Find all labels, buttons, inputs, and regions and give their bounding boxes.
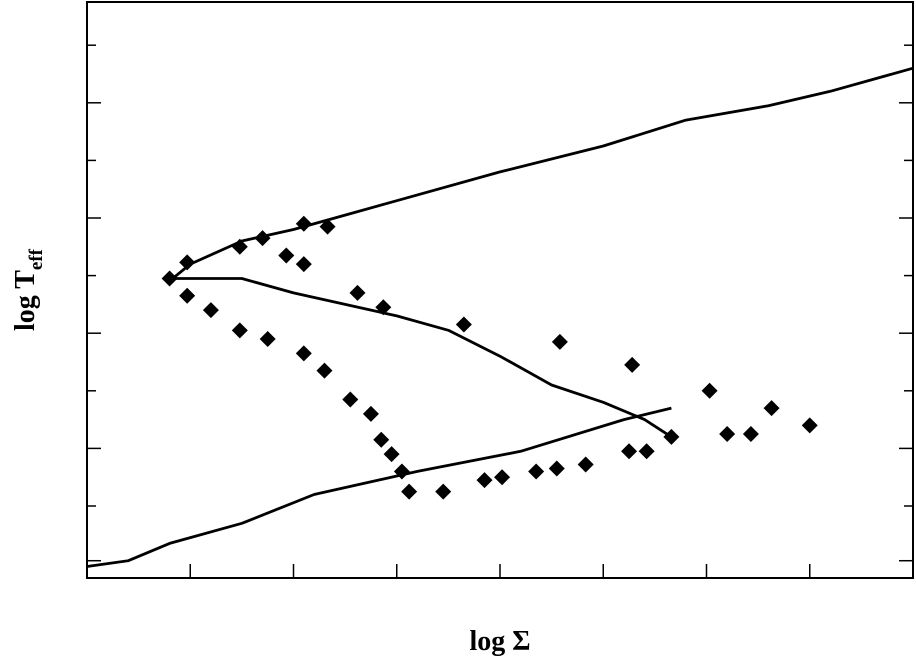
data-point-diamond [373,431,390,448]
data-point-diamond [476,472,493,489]
y-axis-label: log Teff [10,248,47,331]
data-point-diamond [742,426,759,442]
ticks [87,44,913,578]
data-point-diamond [362,405,379,422]
data-point-diamond [295,345,312,362]
plot-border [86,1,914,579]
data-point-diamond [551,333,568,350]
data-point-diamond [548,460,565,477]
data-point-diamond [663,428,680,445]
data-point-diamond [319,218,336,235]
data-point-diamond [231,322,248,339]
curve-line [171,66,914,280]
data-point-diamond [701,382,718,399]
points [161,215,818,500]
data-point-diamond [179,254,196,271]
data-point-diamond [179,287,196,304]
data-point-diamond [638,443,655,460]
x-axis-label: log Σ [469,626,530,657]
data-point-diamond [455,316,472,333]
data-point-diamond [719,426,736,442]
data-point-diamond [383,446,400,463]
data-point-diamond [494,469,511,486]
y-axis-label-main: log T [10,270,41,331]
data-point-diamond [763,400,780,417]
data-point-diamond [375,299,392,316]
data-point-diamond [231,238,248,255]
curve-line [86,406,672,568]
data-point-diamond [316,362,333,379]
data-point-diamond [254,230,271,247]
data-point-diamond [295,215,312,232]
curves [86,66,914,568]
data-point-diamond [401,483,418,500]
curve-line [172,277,673,439]
data-point-diamond [202,302,219,319]
data-point-diamond [278,247,295,264]
data-point-diamond [161,270,178,287]
plot-frame [86,1,914,579]
data-point-diamond [577,456,594,473]
data-point-diamond [435,483,452,500]
data-point-diamond [528,463,545,480]
data-point-diamond [349,284,366,301]
data-point-diamond [342,391,359,408]
data-point-diamond [259,330,276,347]
data-point-diamond [801,417,818,434]
data-point-diamond [624,356,641,373]
data-point-diamond [393,463,410,480]
data-point-diamond [295,256,312,273]
data-point-diamond [621,443,638,460]
y-axis-label-sub: eff [26,248,47,270]
